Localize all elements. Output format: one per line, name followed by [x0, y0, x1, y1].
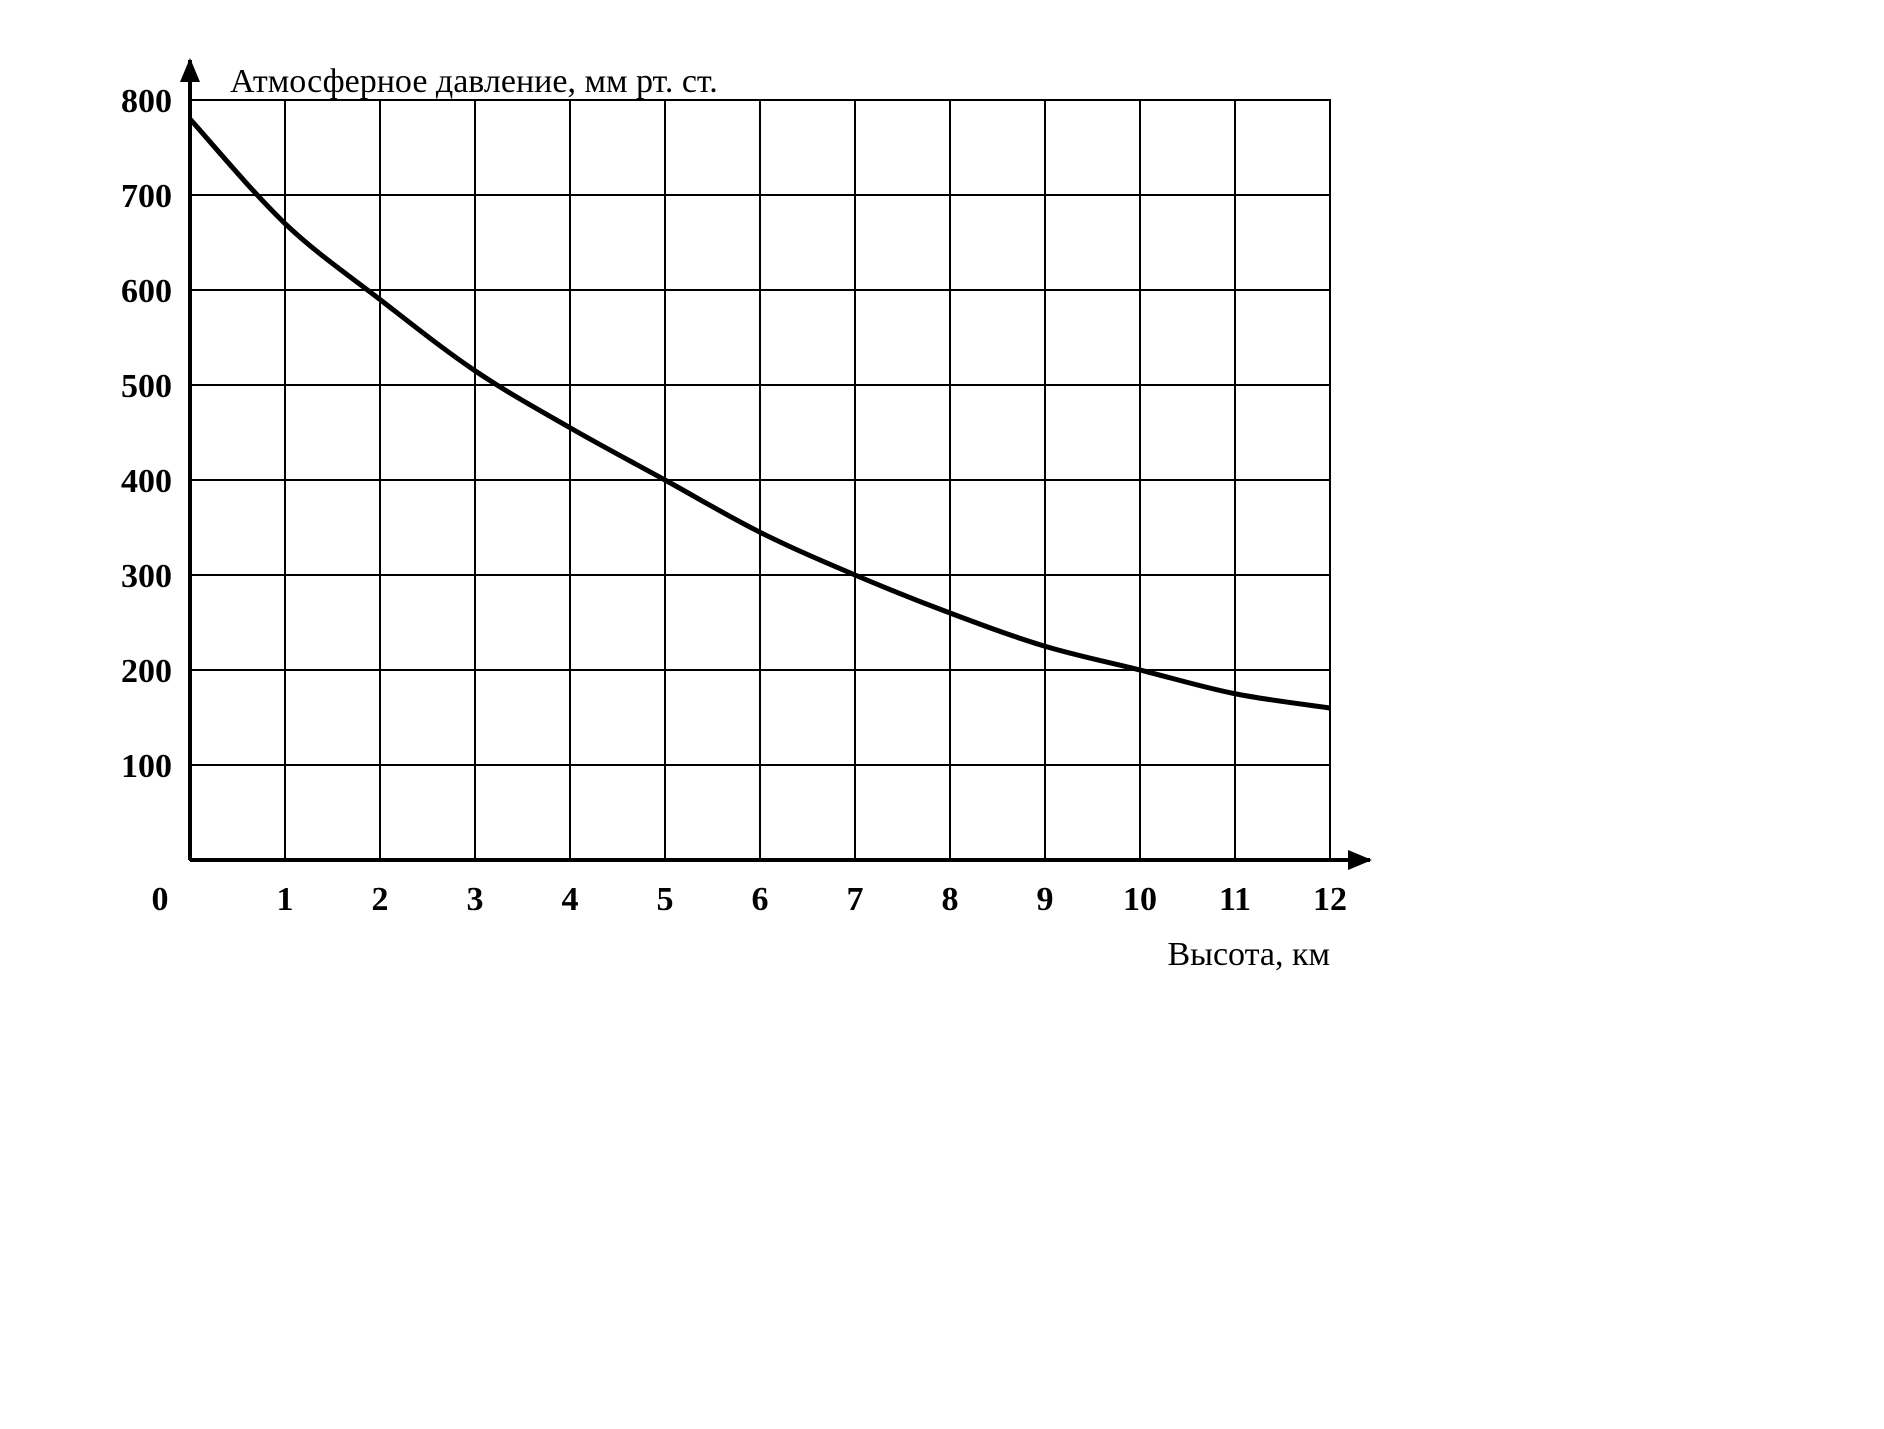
y-tick-label: 300: [121, 558, 172, 595]
x-tick-label: 1: [277, 881, 294, 918]
pressure-altitude-chart: 1002003004005006007008000123456789101112…: [40, 40, 1440, 1040]
x-tick-label: 12: [1313, 881, 1347, 918]
y-tick-label: 600: [121, 273, 172, 310]
x-tick-label: 8: [942, 881, 959, 918]
y-tick-label: 400: [121, 463, 172, 500]
y-tick-label: 100: [121, 748, 172, 785]
x-tick-label: 6: [752, 881, 769, 918]
y-tick-label: 500: [121, 368, 172, 405]
x-tick-label: 2: [372, 881, 389, 918]
x-tick-label: 7: [847, 881, 864, 918]
y-axis-arrow: [180, 58, 200, 82]
x-tick-label: 5: [657, 881, 674, 918]
x-axis-title: Высота, км: [1167, 936, 1330, 973]
y-axis-title: Атмосферное давление, мм рт. ст.: [230, 63, 718, 100]
x-tick-label: 10: [1123, 881, 1157, 918]
y-tick-label: 700: [121, 178, 172, 215]
x-tick-label: 11: [1219, 881, 1251, 918]
x-tick-label: 3: [467, 881, 484, 918]
x-tick-label: 9: [1037, 881, 1054, 918]
x-axis-arrow: [1348, 850, 1372, 870]
y-tick-label: 800: [121, 83, 172, 120]
x-tick-label: 0: [152, 881, 169, 918]
x-tick-label: 4: [562, 881, 579, 918]
y-tick-label: 200: [121, 653, 172, 690]
chart-svg: 1002003004005006007008000123456789101112…: [40, 40, 1440, 1040]
